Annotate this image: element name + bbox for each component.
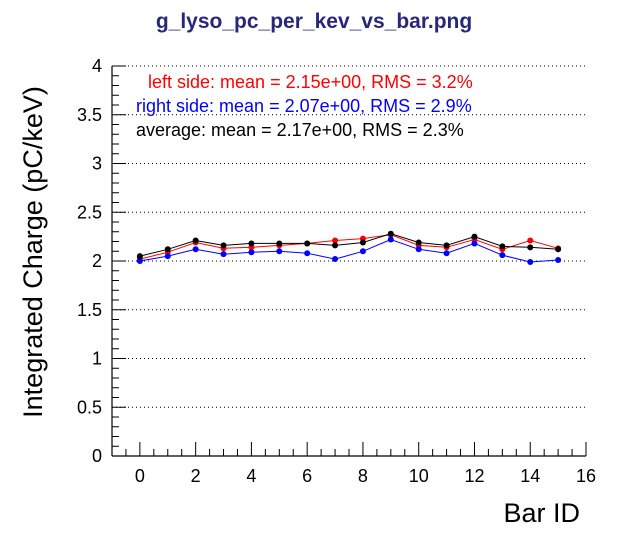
x-tick-label-0: 0 xyxy=(135,466,145,486)
series-2-point xyxy=(304,240,311,247)
series-1-point xyxy=(359,248,366,255)
series-2-point xyxy=(220,242,227,249)
stat-average: average: mean = 2.17e+00, RMS = 2.3% xyxy=(136,120,464,140)
x-tick-label-6: 12 xyxy=(464,466,484,486)
series-2-point xyxy=(359,239,366,246)
axes-layer: 0 0.5 1 1.5 2 2.5 3 3.5 4 0 2 4 6 8 10 12 14 16 xyxy=(77,56,596,486)
y-tick-label-5: 2.5 xyxy=(77,202,102,222)
series-1-point xyxy=(527,258,534,265)
y-tick-label-1: 0.5 xyxy=(77,397,102,417)
x-tick-label-5: 10 xyxy=(409,466,429,486)
y-tick-label-6: 3 xyxy=(92,154,102,174)
chart-title: g_lyso_pc_per_kev_vs_bar.png xyxy=(156,10,472,33)
series-1-point xyxy=(499,252,506,259)
y-tick-label-0: 0 xyxy=(92,446,102,466)
series-2-point xyxy=(443,242,450,249)
series-2-point xyxy=(387,230,394,237)
series-2-point xyxy=(164,246,171,253)
series-1-point xyxy=(136,258,143,264)
series-1-point xyxy=(248,249,255,256)
series-1-point xyxy=(443,250,450,257)
series-2-point xyxy=(415,239,422,246)
x-tick-label-2: 4 xyxy=(246,466,256,486)
series-1-point xyxy=(555,257,562,264)
series-2-point xyxy=(192,237,199,244)
series-1-point xyxy=(415,246,422,253)
series-2-point xyxy=(332,242,339,249)
series-0-line xyxy=(139,234,559,260)
y-tick-label-8: 4 xyxy=(92,56,102,76)
series-0-point xyxy=(527,237,534,244)
x-tick-label-4: 8 xyxy=(358,466,368,486)
series-2-point xyxy=(276,240,283,247)
series-2-point xyxy=(471,233,478,240)
series-2-point xyxy=(555,246,562,253)
series-1-point xyxy=(471,240,478,247)
series-2-point xyxy=(527,244,534,251)
series-1-point xyxy=(220,251,227,258)
y-tick-label-7: 3.5 xyxy=(77,105,102,125)
series-1-point xyxy=(276,248,283,255)
series-1-point xyxy=(164,253,171,260)
y-tick-label-2: 1 xyxy=(92,349,102,369)
series-1-point xyxy=(332,256,339,263)
series-1-point xyxy=(304,250,311,257)
x-tick-label-3: 6 xyxy=(302,466,312,486)
series-1-point xyxy=(387,236,394,243)
y-axis-title: Integrated Charge (pC/keV) xyxy=(18,86,48,418)
stat-left-side: left side: mean = 2.15e+00, RMS = 3.2% xyxy=(148,72,473,92)
y-tick-label-4: 2 xyxy=(92,251,102,271)
x-tick-label-8: 16 xyxy=(576,466,596,486)
stat-right-side: right side: mean = 2.07e+00, RMS = 2.9% xyxy=(136,96,472,116)
series-2-point xyxy=(136,253,143,260)
x-tick-label-7: 14 xyxy=(520,466,540,486)
y-tick-label-3: 1.5 xyxy=(77,300,102,320)
series-2-point xyxy=(499,243,506,250)
series-1-point xyxy=(192,246,199,253)
series-2-line xyxy=(139,233,559,257)
x-axis-title: Bar ID xyxy=(503,498,580,528)
series-layer xyxy=(136,230,562,265)
series-1-line xyxy=(139,238,559,263)
x-tick-label-1: 2 xyxy=(191,466,201,486)
series-2-point xyxy=(248,240,255,247)
series-0-point xyxy=(332,237,339,244)
